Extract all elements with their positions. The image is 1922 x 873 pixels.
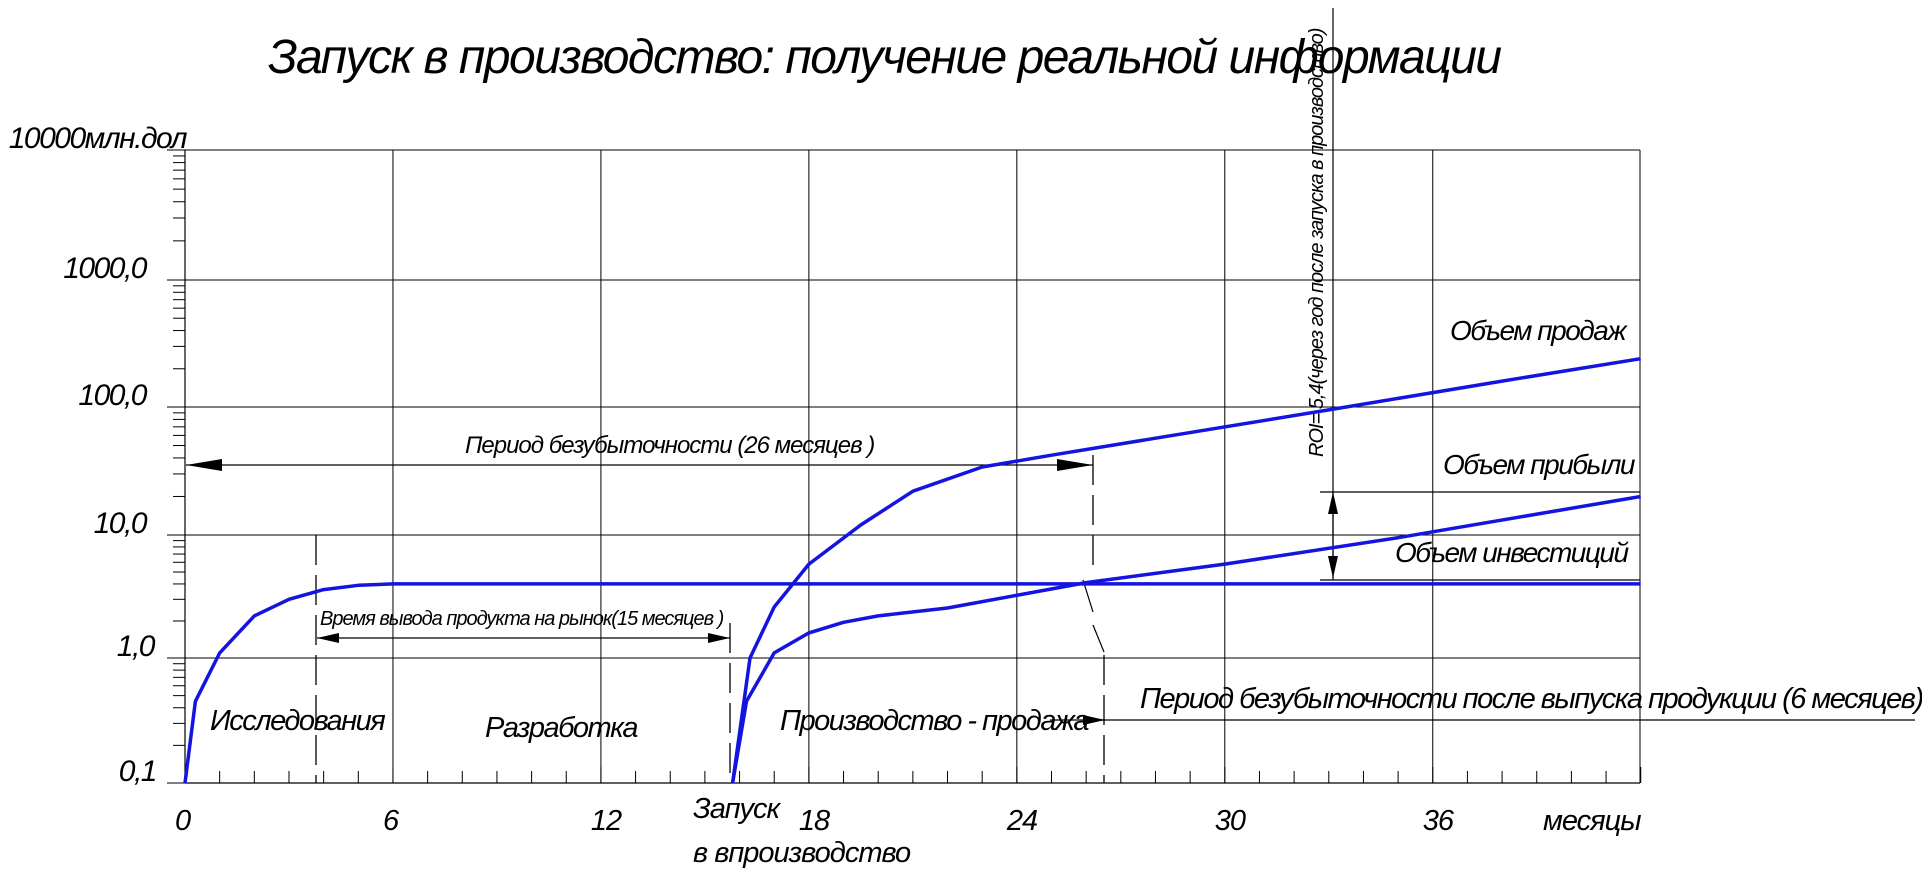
series-lines — [183, 356, 1641, 784]
series-label: Объем инвестиций — [1395, 537, 1629, 568]
time-to-market-label: Время вывода продукта на рынок(15 месяце… — [320, 608, 724, 630]
phase-development: Разработка — [485, 712, 638, 744]
x-tick-label: 30 — [1215, 805, 1246, 837]
y-tick-label: 100,0 — [78, 379, 147, 412]
launch-label-line2: в впроизводство — [693, 837, 911, 869]
series-label: Объем прибыли — [1443, 449, 1636, 480]
y-tick-label: 10000млн.дол — [9, 122, 188, 155]
y-tick-label: 10,0 — [94, 507, 148, 540]
x-tick-label: 12 — [591, 805, 622, 837]
chart-title: Запуск в производство: получение реально… — [268, 31, 1501, 84]
series-label: Объем продаж — [1450, 315, 1628, 346]
x-tick-label: 6 — [383, 805, 400, 837]
phase-research: Исследования — [210, 705, 385, 737]
x-axis-label: месяцы — [1543, 805, 1641, 837]
breakeven-6-label: Период безубыточности после выпуска прод… — [1140, 683, 1922, 715]
y-tick-label: 0,1 — [119, 755, 156, 788]
series-line — [730, 494, 1641, 784]
y-tick-label: 1,0 — [117, 630, 156, 663]
y-tick-labels: 0,1 1,0 10,0 100,0 1000,0 10000млн.дол — [9, 122, 189, 788]
series-line — [183, 582, 1641, 784]
phase-production-sales: Производство - продажа — [780, 705, 1089, 737]
x-tick-label: 36 — [1423, 805, 1455, 837]
x-tick-labels: 0 6 12 18 24 30 36 — [175, 805, 1456, 837]
breakeven-leader-2 — [1092, 624, 1105, 653]
breakeven-26-label: Период безубыточности (26 месяцев ) — [465, 432, 874, 459]
series-labels: Объем продаж Объем прибыли Объем инвестици… — [1395, 315, 1637, 568]
roi-label: ROI= 5,4(через год после запуска в произ… — [1306, 28, 1328, 457]
dimension-lines — [186, 8, 1915, 725]
x-tick-label: 18 — [799, 805, 830, 837]
series-line — [730, 356, 1641, 784]
y-tick-label: 1000,0 — [63, 252, 148, 285]
dashed-markers — [315, 455, 1105, 783]
launch-label-line1: Запуск — [693, 793, 782, 825]
axis-ticks — [167, 149, 1642, 784]
x-tick-label: 0 — [175, 805, 191, 837]
x-tick-label: 24 — [1006, 805, 1038, 837]
plot-frame — [184, 149, 1641, 784]
grid — [185, 150, 1640, 783]
